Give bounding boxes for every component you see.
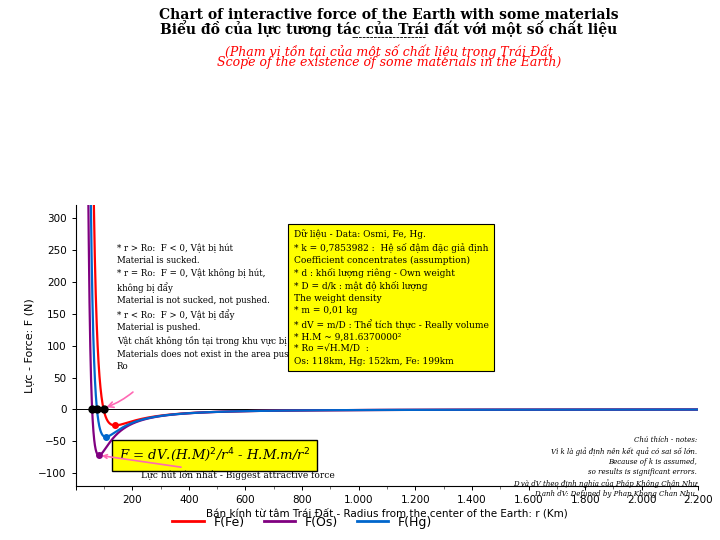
Legend: F(Fe), F(Os), F(Hg): F(Fe), F(Os), F(Hg) xyxy=(168,511,437,534)
Text: Dữ liệu - Data: Osmi, Fe, Hg.
* k = 0,7853982 :  Hệ số đậm đặc giả định
Coeffici: Dữ liệu - Data: Osmi, Fe, Hg. * k = 0,78… xyxy=(294,230,488,366)
Y-axis label: Lực - Force: F (N): Lực - Force: F (N) xyxy=(24,298,34,393)
Text: Chú thích - notes:
Vì k là giả định nên kết quả có sai số lớn.
Because of k is a: Chú thích - notes: Vì k là giả định nên … xyxy=(513,436,697,498)
Text: F = dV.(H.M)$^2$/r$^4$ - H.M.m/r$^2$: F = dV.(H.M)$^2$/r$^4$ - H.M.m/r$^2$ xyxy=(119,447,310,464)
Text: Chart of interactive force of the Earth with some materials: Chart of interactive force of the Earth … xyxy=(159,8,618,22)
Text: Lực hút lớn nhất - Biggest attractive force: Lực hút lớn nhất - Biggest attractive fo… xyxy=(104,455,335,481)
Text: Biểu đồ của lực tương tác của Trái đất với một số chất liệu: Biểu đồ của lực tương tác của Trái đất v… xyxy=(160,20,618,37)
Text: --------------------: -------------------- xyxy=(351,33,426,44)
Text: * r > Ro:  F < 0, Vật bị hút
Material is sucked.
* r = Ro:  F = 0, Vật không bị : * r > Ro: F < 0, Vật bị hút Material is … xyxy=(117,244,307,371)
Text: (Phạm vi tồn tại của một số chất liệu trong Trái Đất: (Phạm vi tồn tại của một số chất liệu tr… xyxy=(225,44,553,59)
X-axis label: Bán kính từ tâm Trái Đất - Radius from the center of the Earth: r (Km): Bán kính từ tâm Trái Đất - Radius from t… xyxy=(206,508,568,518)
Text: Scope of the existence of some materials in the Earth): Scope of the existence of some materials… xyxy=(217,56,561,69)
